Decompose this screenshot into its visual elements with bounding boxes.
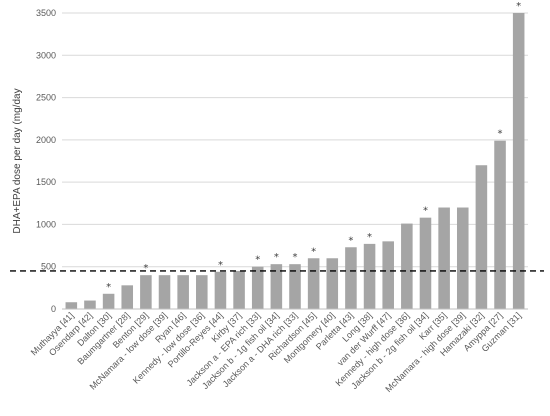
bar: [326, 258, 339, 309]
bar: [102, 293, 115, 309]
y-tick-label: 3500: [36, 8, 56, 18]
significance-star: *: [516, 1, 521, 12]
bar: [251, 266, 264, 309]
significance-star: *: [348, 235, 353, 246]
significance-star: *: [218, 260, 223, 271]
significance-star: *: [293, 252, 298, 263]
bar: [84, 300, 96, 309]
bar: [363, 243, 376, 309]
significance-star: *: [498, 129, 503, 140]
bars: [65, 13, 525, 309]
y-tick-label: 1500: [36, 177, 56, 187]
bar: [456, 207, 469, 309]
bar: [214, 271, 227, 309]
bar: [65, 302, 78, 309]
gridlines: [62, 12, 528, 268]
significance-star: *: [423, 206, 428, 217]
bar: [233, 270, 245, 309]
bar: [494, 140, 506, 309]
bar: [512, 13, 525, 309]
bar: [475, 165, 488, 309]
y-tick-label: 0: [51, 304, 56, 314]
significance-star: *: [367, 232, 372, 243]
bar: [270, 264, 283, 309]
y-tick-label: 2500: [36, 93, 56, 103]
bar: [307, 258, 320, 309]
y-axis-title: DHA+EPA dose per day (mg/day: [12, 88, 23, 233]
y-tick-label: 500: [41, 262, 56, 272]
x-tick-labels: Muthayya [41]Osendarp [42]Dalton [30]Bau…: [29, 310, 523, 394]
bar: [419, 217, 432, 309]
significance-star: *: [143, 263, 148, 274]
bar: [158, 275, 171, 309]
bar: [177, 275, 189, 309]
bar: [382, 241, 394, 309]
y-tick-labels: 0 500 1000 1500 2000 2500 3000 3500: [36, 8, 56, 314]
significance-star: *: [311, 246, 316, 257]
y-tick-label: 2000: [36, 135, 56, 145]
y-tick-label: 1000: [36, 219, 56, 229]
bar: [140, 275, 152, 309]
bar: [345, 247, 357, 309]
significance-star: *: [274, 252, 279, 263]
bar: [289, 264, 301, 309]
bar: [196, 275, 208, 309]
y-tick-label: 3000: [36, 50, 56, 60]
bar: [121, 285, 134, 309]
significance-star: *: [106, 282, 111, 293]
bar: [401, 223, 413, 309]
significance-star: *: [255, 255, 260, 266]
significance-markers: * * * * * * * * * * * *: [106, 1, 521, 293]
bar: [438, 207, 450, 309]
